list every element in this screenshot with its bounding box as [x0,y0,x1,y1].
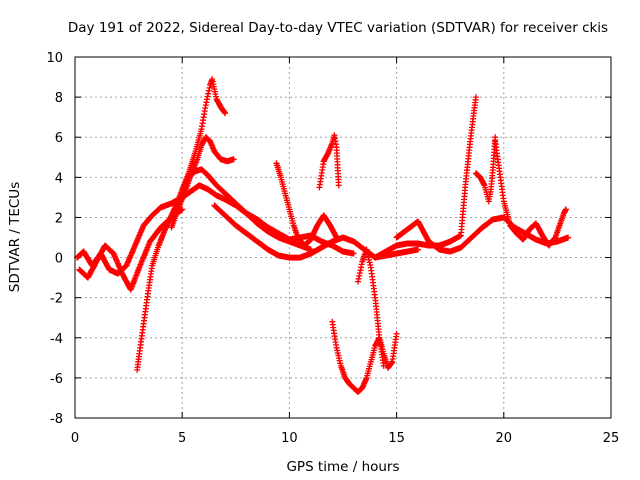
series-sat-l [472,134,499,205]
plus-markers [372,94,479,261]
x-tick-label: 15 [388,431,405,446]
plus-markers [185,166,314,253]
series-sat-i [355,246,387,369]
series-sat-d [185,166,314,253]
series-sat-g [316,132,342,191]
x-tick-label: 0 [71,431,79,446]
y-tick-label: -6 [50,372,63,387]
plus-markers [211,202,421,261]
y-tick-label: 2 [55,211,63,226]
y-tick-label: 4 [55,171,63,186]
series-sat-h [329,318,400,395]
grid-lines [75,57,611,418]
y-axis-label: SDTVAR / TECUs [7,182,23,292]
x-tick-label: 25 [603,431,620,446]
plus-markers [76,206,186,293]
series-sat-j [372,94,479,261]
series-sat-n [76,206,186,293]
plus-markers [329,318,400,395]
x-tick-label: 5 [178,431,186,446]
y-tick-label: -2 [50,292,63,307]
y-axis-ticks: -8 -6 -4 -2 0 2 4 6 8 10 [46,51,611,427]
plus-markers [472,134,499,205]
x-axis-label: GPS time / hours [286,459,399,475]
x-tick-label: 20 [496,431,513,446]
plus-markers [134,76,229,373]
y-tick-label: -4 [50,332,63,347]
y-tick-label: -8 [50,412,63,427]
plus-markers [492,138,569,249]
series-sat-m [492,138,569,249]
x-tick-label: 10 [281,431,298,446]
data-points [74,76,572,395]
y-tick-label: 0 [55,252,63,267]
chart-title: Day 191 of 2022, Sidereal Day-to-day VTE… [68,20,608,36]
plot-frame [74,56,612,419]
series-sat-e [211,202,421,261]
y-tick-label: 8 [55,91,63,106]
plus-markers [355,246,387,369]
y-tick-label: 10 [46,51,63,66]
series-sat-f [273,160,340,249]
series-sat-b [134,76,229,373]
plus-markers [316,132,342,191]
plus-markers [273,160,340,249]
y-tick-label: 6 [55,131,63,146]
